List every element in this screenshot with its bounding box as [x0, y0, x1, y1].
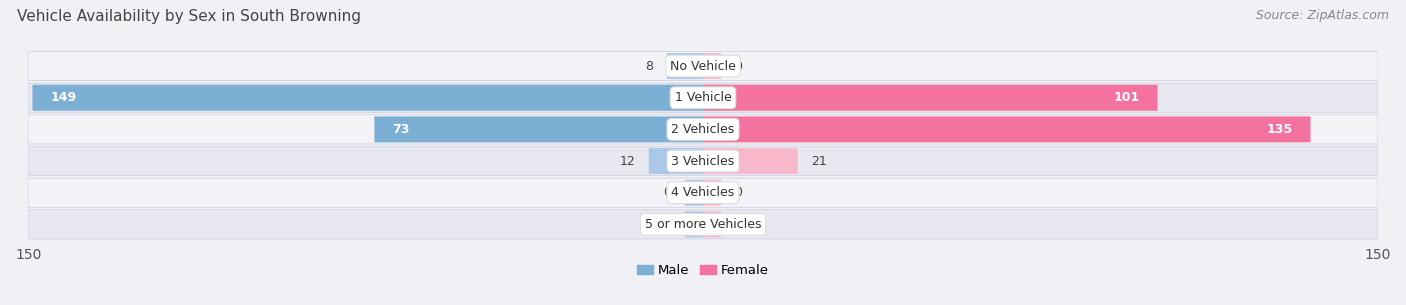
FancyBboxPatch shape — [666, 53, 703, 79]
FancyBboxPatch shape — [28, 178, 1378, 207]
FancyBboxPatch shape — [703, 148, 797, 174]
Text: 0: 0 — [664, 218, 672, 231]
FancyBboxPatch shape — [28, 146, 1378, 176]
Text: No Vehicle: No Vehicle — [671, 59, 735, 73]
Legend: Male, Female: Male, Female — [631, 259, 775, 282]
FancyBboxPatch shape — [703, 53, 721, 79]
FancyBboxPatch shape — [703, 211, 721, 237]
Text: 21: 21 — [811, 155, 827, 167]
Text: 2 Vehicles: 2 Vehicles — [672, 123, 734, 136]
FancyBboxPatch shape — [28, 83, 1378, 112]
Text: 4 Vehicles: 4 Vehicles — [672, 186, 734, 199]
Text: 3 Vehicles: 3 Vehicles — [672, 155, 734, 167]
Text: 101: 101 — [1114, 91, 1139, 104]
Text: 1 Vehicle: 1 Vehicle — [675, 91, 731, 104]
Text: 5 or more Vehicles: 5 or more Vehicles — [645, 218, 761, 231]
Text: 73: 73 — [392, 123, 411, 136]
FancyBboxPatch shape — [374, 117, 703, 142]
Text: 0: 0 — [664, 186, 672, 199]
FancyBboxPatch shape — [703, 180, 721, 206]
Text: 135: 135 — [1267, 123, 1292, 136]
Text: 12: 12 — [620, 155, 636, 167]
Text: Vehicle Availability by Sex in South Browning: Vehicle Availability by Sex in South Bro… — [17, 9, 361, 24]
Text: 0: 0 — [734, 186, 742, 199]
FancyBboxPatch shape — [703, 117, 1310, 142]
Text: 8: 8 — [645, 59, 654, 73]
FancyBboxPatch shape — [703, 85, 1157, 111]
FancyBboxPatch shape — [648, 148, 703, 174]
Text: 0: 0 — [734, 218, 742, 231]
FancyBboxPatch shape — [28, 52, 1378, 81]
FancyBboxPatch shape — [32, 85, 703, 111]
FancyBboxPatch shape — [28, 115, 1378, 144]
Text: Source: ZipAtlas.com: Source: ZipAtlas.com — [1256, 9, 1389, 22]
Text: 149: 149 — [51, 91, 77, 104]
FancyBboxPatch shape — [28, 210, 1378, 239]
Text: 0: 0 — [734, 59, 742, 73]
FancyBboxPatch shape — [685, 211, 703, 237]
FancyBboxPatch shape — [685, 180, 703, 206]
